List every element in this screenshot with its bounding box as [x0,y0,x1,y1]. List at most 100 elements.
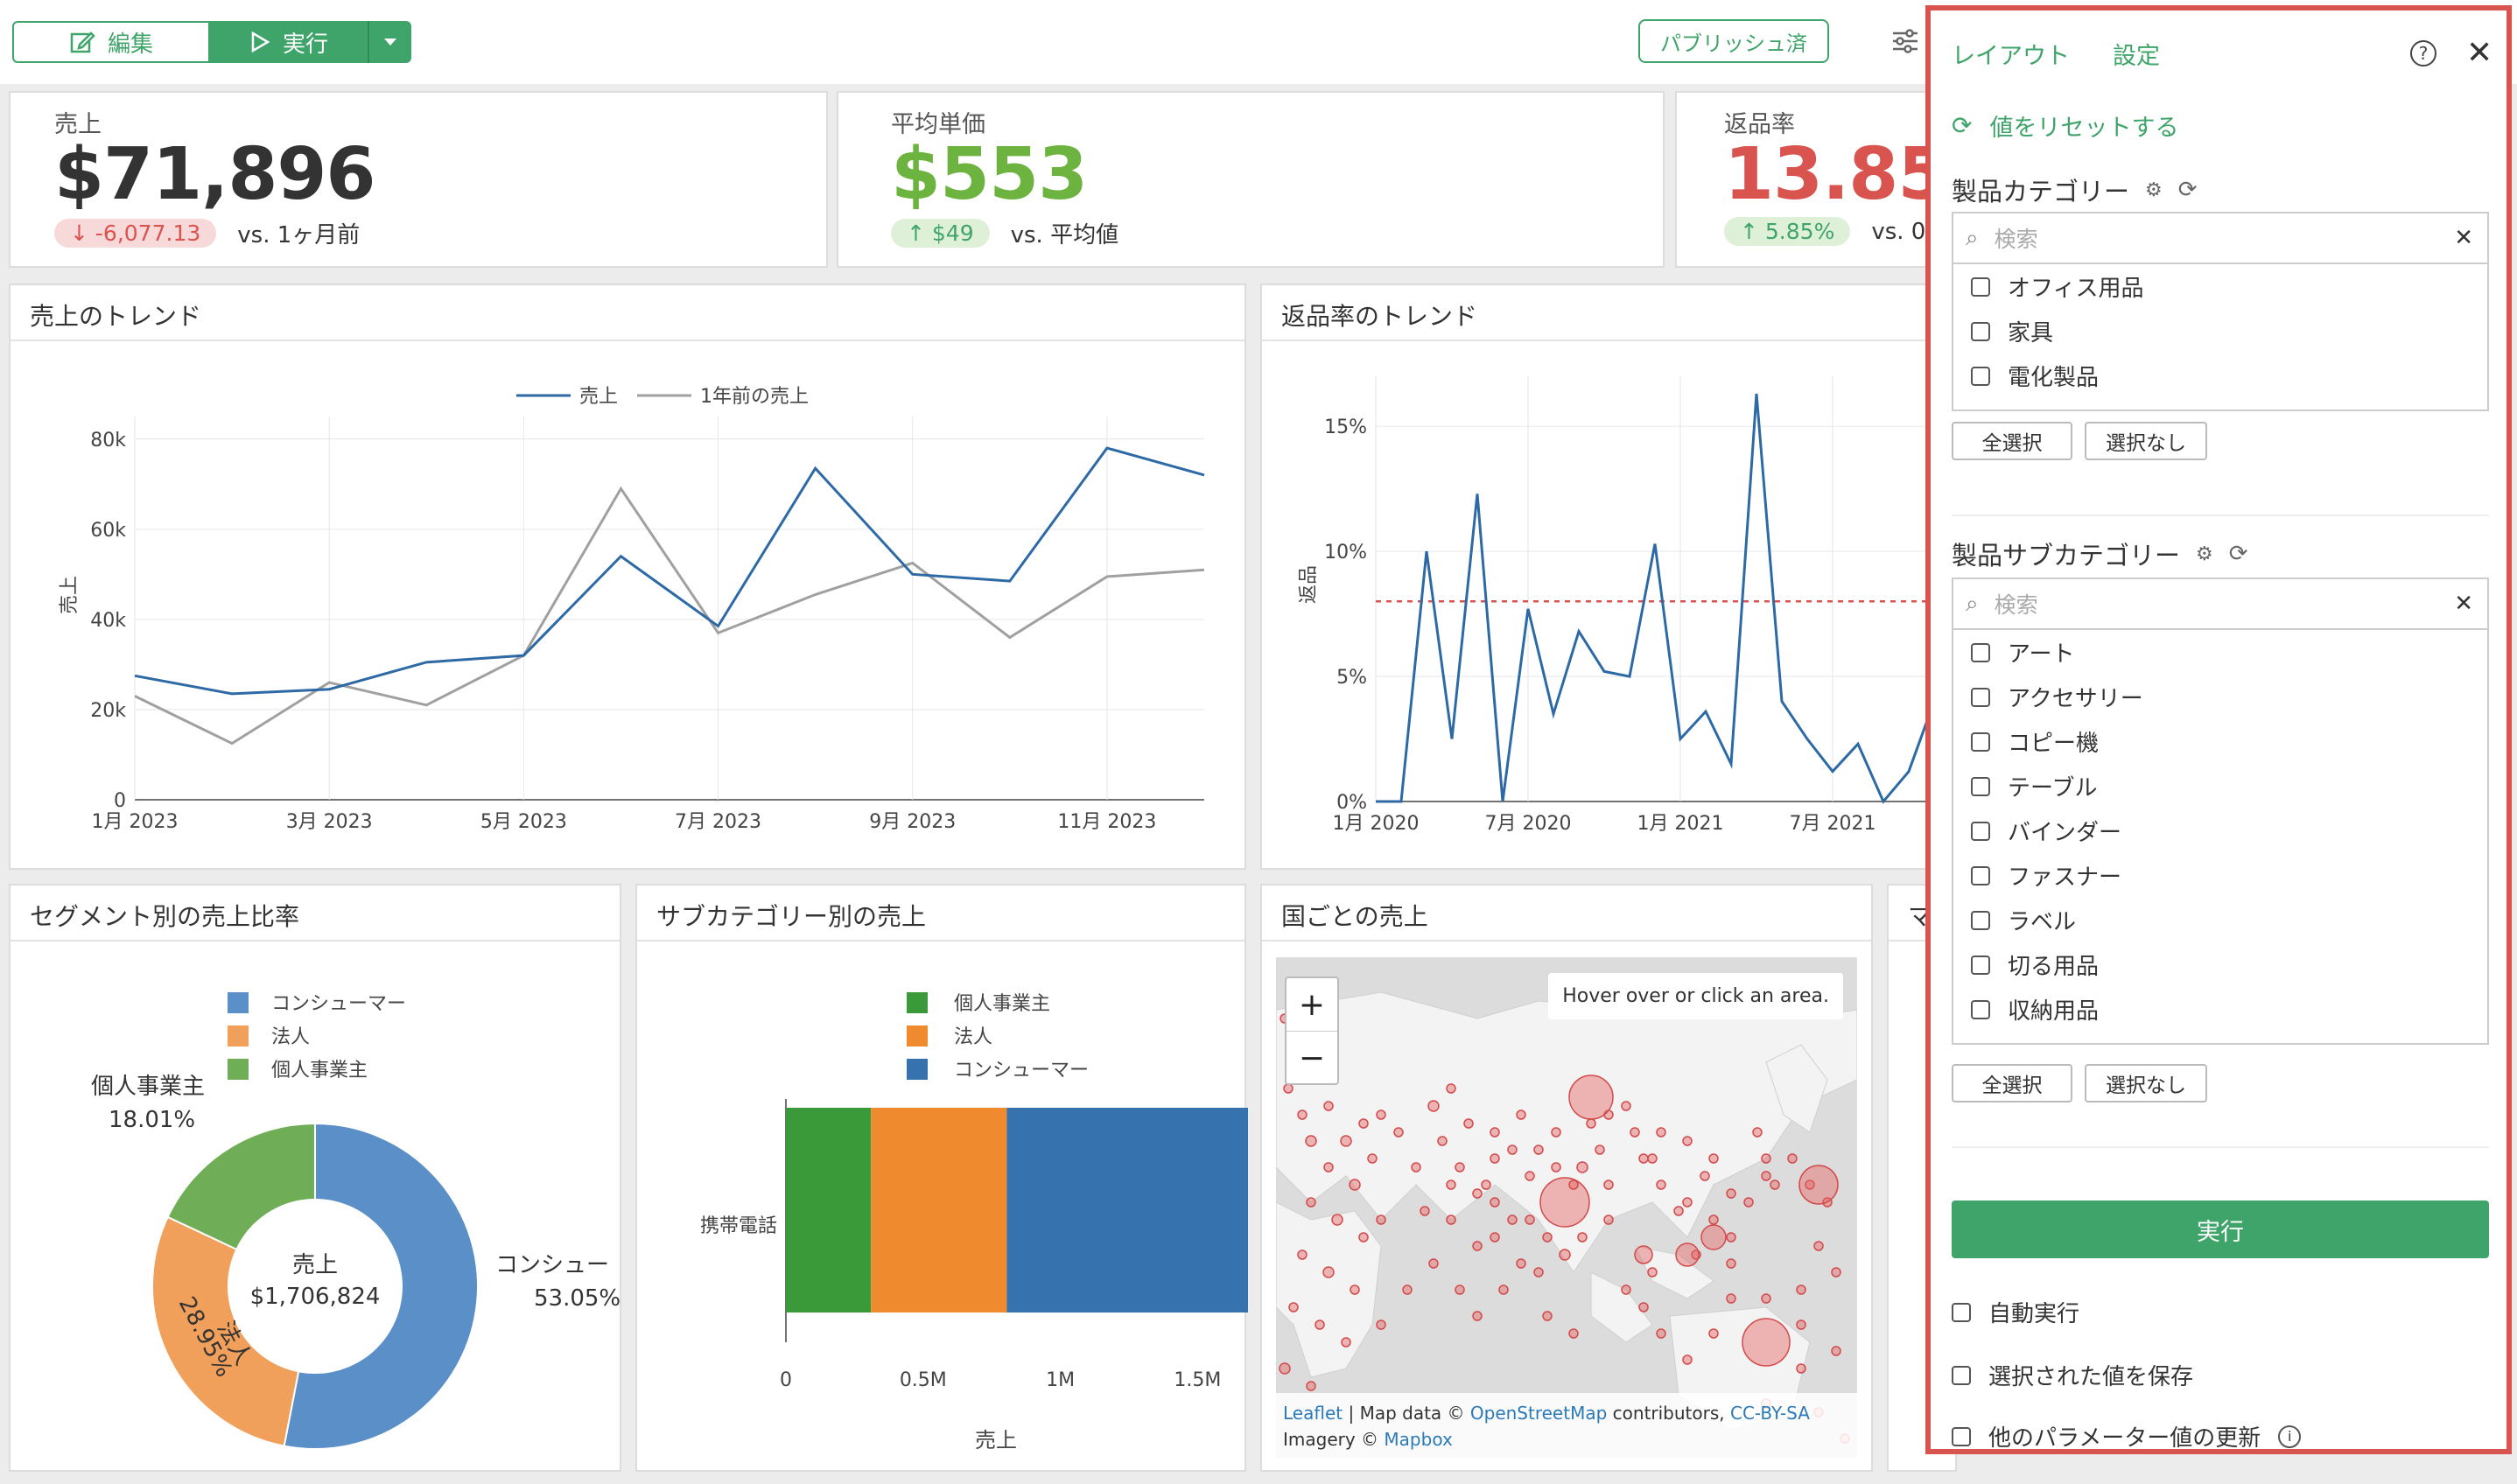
country-sales-marker[interactable] [1349,1179,1361,1191]
country-sales-marker[interactable] [1761,1153,1771,1164]
option-item[interactable]: アクセサリー [1953,675,2487,719]
country-sales-marker[interactable] [1603,1214,1614,1225]
country-sales-marker[interactable] [1490,1127,1500,1138]
country-sales-marker[interactable] [1376,1320,1386,1330]
country-sales-marker[interactable] [1634,1245,1653,1264]
checkbox[interactable] [1952,1365,1971,1385]
country-sales-marker[interactable] [1350,1284,1360,1295]
checkbox[interactable] [1971,821,1990,841]
country-sales-marker[interactable] [1726,1232,1736,1242]
country-sales-marker[interactable] [1446,1214,1456,1225]
country-sales-marker[interactable] [1297,1110,1308,1120]
country-sales-marker[interactable] [1323,1162,1334,1172]
checkbox[interactable] [1971,955,1990,975]
country-sales-marker[interactable] [1402,1284,1413,1295]
country-sales-marker[interactable] [1576,1161,1588,1173]
country-sales-marker[interactable] [1743,1197,1754,1208]
checkbox[interactable] [1952,1426,1971,1446]
country-sales-marker[interactable] [1682,1136,1693,1146]
option-item[interactable]: 家具 [1953,309,2487,354]
country-sales-marker[interactable] [1708,1214,1719,1225]
checkbox[interactable] [1971,321,1990,341]
country-sales-marker[interactable] [1322,1266,1335,1278]
country-map[interactable]: + − Hover over or click an area. Leaflet… [1276,957,1857,1458]
country-sales-marker[interactable] [1726,1293,1736,1304]
option-item[interactable]: アート [1953,630,2487,675]
gear-icon[interactable]: ⚙ [2196,542,2213,565]
option-auto-run[interactable]: 自動実行 [1952,1290,2079,1334]
option-item[interactable]: ファスナー [1953,853,2487,898]
country-sales-marker[interactable] [1542,1232,1553,1242]
country-sales-marker[interactable] [1367,1153,1378,1164]
subcategory-search-input[interactable]: 検索 [1994,592,2038,618]
country-sales-marker[interactable] [1472,1241,1483,1251]
country-sales-marker[interactable] [1682,1197,1693,1208]
country-sales-marker[interactable] [1638,1302,1649,1312]
mapbox-link[interactable]: Mapbox [1384,1429,1453,1450]
country-sales-marker[interactable] [1708,1328,1719,1339]
country-sales-marker[interactable] [1297,1250,1308,1260]
zoom-in-button[interactable]: + [1287,978,1337,1032]
country-sales-marker[interactable] [1656,1180,1666,1190]
checkbox[interactable] [1971,910,1990,930]
country-sales-marker[interactable] [1315,1320,1325,1330]
country-sales-marker[interactable] [1798,1165,1839,1205]
country-sales-marker[interactable] [1516,1110,1526,1120]
option-item[interactable]: コピー機 [1953,719,2487,764]
close-icon[interactable]: ✕ [2466,35,2493,71]
country-sales-marker[interactable] [1525,1214,1535,1225]
country-sales-marker[interactable] [1507,1144,1518,1155]
country-sales-marker[interactable] [1831,1346,1841,1356]
country-sales-marker[interactable] [1621,1101,1631,1111]
option-item[interactable]: オフィス用品 [1953,264,2487,309]
country-sales-marker[interactable] [1376,1110,1386,1120]
country-sales-marker[interactable] [1568,1328,1579,1339]
country-sales-marker[interactable] [1455,1284,1465,1295]
country-sales-marker[interactable] [1673,1206,1684,1216]
country-sales-marker[interactable] [1376,1214,1386,1225]
country-sales-marker[interactable] [1551,1162,1561,1172]
country-sales-marker[interactable] [1647,1153,1658,1164]
clear-search-icon[interactable]: ✕ [2454,225,2473,251]
reset-values-link[interactable]: ⟳ 値をリセットする [1952,108,2178,143]
country-sales-marker[interactable] [1726,1188,1736,1199]
zoom-out-button[interactable]: − [1298,1040,1326,1076]
run-options-dropdown[interactable] [368,21,411,63]
country-sales-marker[interactable] [1656,1328,1666,1339]
country-sales-marker[interactable] [1682,1354,1693,1365]
osm-link[interactable]: OpenStreetMap [1469,1403,1608,1424]
country-sales-marker[interactable] [1288,1302,1299,1312]
country-sales-marker[interactable] [1551,1127,1561,1138]
country-sales-marker[interactable] [1490,1232,1500,1242]
country-sales-marker[interactable] [1472,1188,1483,1199]
tab-settings[interactable]: 設定 [2113,43,2160,70]
country-sales-marker[interactable] [1621,1284,1631,1295]
country-sales-marker[interactable] [1656,1127,1666,1138]
help-icon[interactable]: ? [2410,40,2436,66]
country-sales-marker[interactable] [1539,1177,1590,1228]
country-sales-marker[interactable] [1490,1153,1500,1164]
country-sales-marker[interactable] [1726,1258,1736,1269]
checkbox[interactable] [1971,276,1990,297]
country-sales-marker[interactable] [1761,1293,1771,1304]
country-sales-marker[interactable] [1525,1171,1535,1181]
country-sales-marker[interactable] [1411,1162,1421,1172]
country-sales-marker[interactable] [1542,1311,1553,1321]
option-save-selected[interactable]: 選択された値を保存 [1952,1353,2193,1397]
tab-layout[interactable]: レイアウト [1952,43,2070,70]
refresh-icon[interactable]: ⟳ [2177,177,2198,203]
option-update-other-params[interactable]: 他のパラメーター値の更新 i [1952,1414,2302,1459]
country-sales-marker[interactable] [1437,1136,1448,1146]
country-sales-marker[interactable] [1813,1241,1824,1251]
country-sales-marker[interactable] [1568,1180,1579,1190]
option-item[interactable]: バインダー [1953,808,2487,853]
category-select-none-button[interactable]: 選択なし [2085,422,2207,460]
category-select-all-button[interactable]: 全選択 [1952,422,2072,460]
leaflet-link[interactable]: Leaflet [1283,1403,1343,1424]
option-item[interactable]: ラベル [1953,898,2487,942]
country-sales-marker[interactable] [1481,1180,1491,1190]
country-sales-marker[interactable] [1490,1197,1500,1208]
bar-segment[interactable] [786,1108,872,1312]
option-item[interactable]: 切る用品 [1953,942,2487,987]
country-sales-marker[interactable] [1647,1267,1658,1278]
